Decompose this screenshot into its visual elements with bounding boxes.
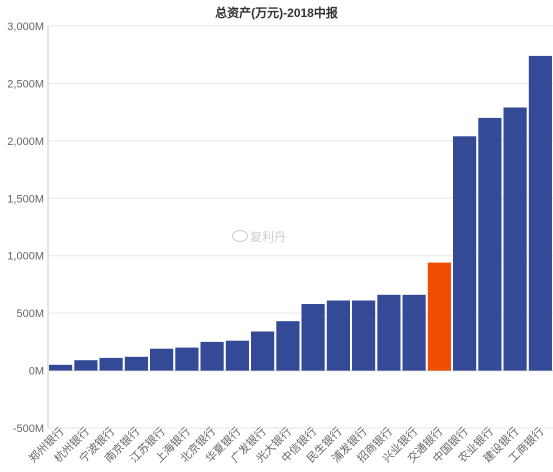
watermark: 复利丹: [232, 228, 286, 245]
bar: [200, 341, 224, 371]
bar: [503, 107, 527, 371]
bar: [402, 294, 426, 371]
y-tick-label: 2,500M: [7, 78, 44, 90]
bar: [99, 357, 123, 371]
bar: [150, 348, 174, 371]
bar: [124, 356, 148, 371]
bar: [251, 331, 275, 371]
watermark-text: 复利丹: [250, 230, 287, 244]
bar: [377, 294, 401, 371]
y-tick-label: 0M: [29, 366, 44, 378]
y-tick-label: 500M: [16, 308, 44, 320]
y-tick-label: -500M: [13, 423, 44, 435]
bar: [225, 340, 249, 371]
bar: [427, 262, 451, 371]
bar: [478, 117, 502, 371]
x-axis-category-labels: 郑州银行杭州银行宁波银行南京银行江苏银行上海银行北京银行华夏银行广发银行光大银行…: [26, 424, 547, 465]
bar: [453, 136, 477, 371]
bar: [49, 364, 73, 371]
bars: [49, 55, 552, 371]
y-tick-label: 3,000M: [7, 21, 44, 33]
bar: [74, 360, 98, 371]
bar: [528, 55, 552, 371]
bar: [175, 347, 199, 371]
gridlines: [47, 25, 553, 429]
chart-title: 总资产(万元)-2018中报: [215, 6, 338, 20]
bar: [301, 304, 325, 371]
weibo-icon: [232, 230, 248, 242]
y-tick-label: 1,000M: [7, 251, 44, 263]
y-axis-tick-labels: -500M 0M 500M 1,000M 1,500M 2,000M 2,500M 3,000…: [7, 21, 44, 435]
y-tick-label: 2,000M: [7, 136, 44, 148]
bar: [276, 321, 300, 371]
bar: [326, 300, 350, 371]
bar: [352, 300, 376, 371]
y-tick-label: 1,500M: [7, 193, 44, 205]
